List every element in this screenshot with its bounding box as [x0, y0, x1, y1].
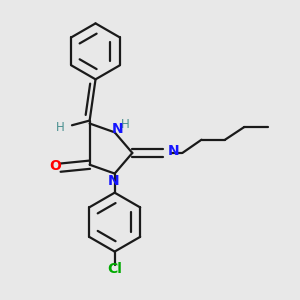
- Text: H: H: [56, 122, 64, 134]
- Text: N: N: [107, 174, 119, 188]
- Text: N: N: [112, 122, 123, 136]
- Text: N: N: [168, 145, 179, 158]
- Text: H: H: [121, 118, 129, 131]
- Text: Cl: Cl: [107, 262, 122, 276]
- Text: O: O: [49, 159, 61, 173]
